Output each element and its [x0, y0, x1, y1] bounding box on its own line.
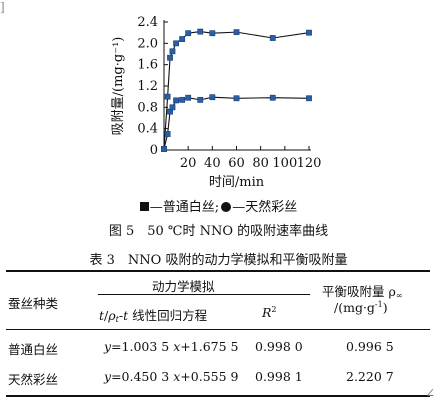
data-point-circle [164, 131, 171, 137]
x-axis-label: 时间/min [209, 175, 265, 190]
data-point-circle [233, 95, 240, 102]
legend-item-white-silk: —普通白丝; [149, 200, 220, 215]
data-point-circle [161, 146, 167, 152]
legend-circle-marker [221, 202, 232, 212]
x-tick-label: 80 [252, 156, 269, 171]
row-r2: 0.998 0 [255, 339, 303, 354]
data-point-square [167, 54, 173, 61]
table-top-rule [6, 270, 430, 272]
row-equation: y=0.450 3 x+0.555 9 [104, 369, 239, 384]
data-point-circle [173, 97, 179, 104]
data-point-square [209, 30, 216, 37]
x-tick-label: 100 [272, 156, 297, 171]
y-tick-label: 0 [150, 143, 158, 158]
table-group-rule [98, 294, 310, 295]
table-header-rule [6, 329, 430, 330]
table-bottom-rule [6, 395, 430, 397]
data-point-square [185, 30, 192, 37]
y-axis-label: 吸附量/(mg·g⁻¹) [111, 37, 126, 136]
y-tick-label: 1.6 [137, 58, 158, 73]
data-point-circle [169, 104, 176, 111]
page-corner-bracket: ] [0, 0, 5, 14]
row-name: 天然彩丝 [8, 372, 59, 387]
row-r2: 0.998 1 [255, 369, 303, 384]
data-point-square [164, 93, 171, 100]
data-point-square [169, 48, 176, 55]
data-point-circle [185, 94, 192, 101]
legend-square-marker [139, 202, 149, 211]
data-point-circle [306, 95, 312, 102]
table-caption: 表 3 NNO 吸附的动力学模拟和平衡吸附量 [89, 253, 348, 268]
row-equilibrium: 0.996 5 [346, 339, 394, 354]
data-point-square [306, 29, 312, 36]
table-header-kinetic: 动力学模拟 [152, 279, 215, 294]
x-tick-label: 40 [204, 156, 221, 171]
table-header-r2: R2 [262, 305, 277, 320]
row-equation: y=1.003 5 x+1.675 5 [104, 339, 239, 354]
data-point-square [233, 29, 240, 36]
x-tick-label: 20 [180, 156, 197, 171]
table-header-equilibrium-unit: /(mg·g-1) [334, 300, 388, 315]
table-header-equilibrium: 平衡吸附量 ρ∞ [322, 284, 403, 300]
data-point-circle [179, 96, 186, 103]
data-point-circle [209, 94, 216, 101]
y-tick-label: 0.8 [137, 100, 158, 115]
data-point-square [173, 40, 179, 47]
chart-legend: —普通白丝; —天然彩丝 [0, 196, 437, 215]
table-header-silk-type: 蚕丝种类 [8, 296, 59, 311]
series-line [163, 31, 310, 149]
row-equilibrium: 2.220 7 [346, 369, 394, 384]
y-tick-label: 2.4 [137, 15, 158, 30]
legend-item-colored-silk: —天然彩丝 [232, 200, 298, 215]
data-point-circle [269, 94, 276, 101]
figure-caption: 图 5 50 ℃时 NNO 的吸附速率曲线 [108, 224, 329, 239]
y-tick-label: 0.4 [137, 122, 158, 137]
page-corner-mark: ∠ [424, 386, 435, 400]
data-point-square [269, 35, 276, 41]
x-tick-label: 60 [228, 156, 245, 171]
y-tick-label: 2.0 [137, 36, 158, 51]
data-point-square [197, 28, 204, 35]
x-tick-label: 120 [297, 156, 322, 171]
table-header-equation: t/ρt-t 线性回归方程 [99, 308, 208, 324]
y-tick-label: 1.2 [137, 79, 158, 94]
adsorption-rate-chart: 0 0.4 0.8 1.2 1.6 2.0 2.4 20 40 60 80 100 120 时间/min 吸… [111, 15, 322, 190]
data-point-circle [197, 96, 204, 103]
series-line [163, 96, 310, 150]
data-point-square [179, 36, 186, 42]
row-name: 普通白丝 [8, 342, 59, 357]
